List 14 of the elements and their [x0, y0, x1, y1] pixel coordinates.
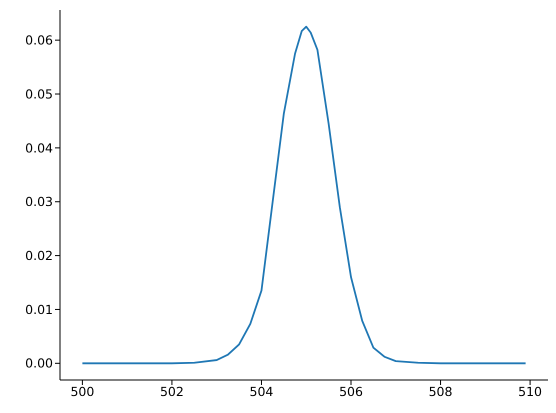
x-tick-label: 502	[160, 384, 184, 399]
y-tick-label: 0.04	[25, 140, 54, 156]
y-tick-label: 0.06	[25, 32, 54, 48]
y-tick-label: 0.00	[25, 356, 54, 371]
line-series	[81, 26, 527, 364]
y-tick-label: 0.03	[25, 194, 53, 210]
x-tick-label: 504	[250, 384, 274, 399]
y-tick-label: 0.02	[25, 248, 53, 264]
x-tick-label: 510	[518, 384, 542, 399]
x-tick-label: 500	[70, 384, 94, 399]
x-tick-label: 508	[428, 384, 453, 399]
x-tick-label: 506	[339, 384, 363, 399]
y-tick-label: 0.01	[25, 302, 53, 317]
y-tick-label: 0.05	[25, 86, 53, 102]
